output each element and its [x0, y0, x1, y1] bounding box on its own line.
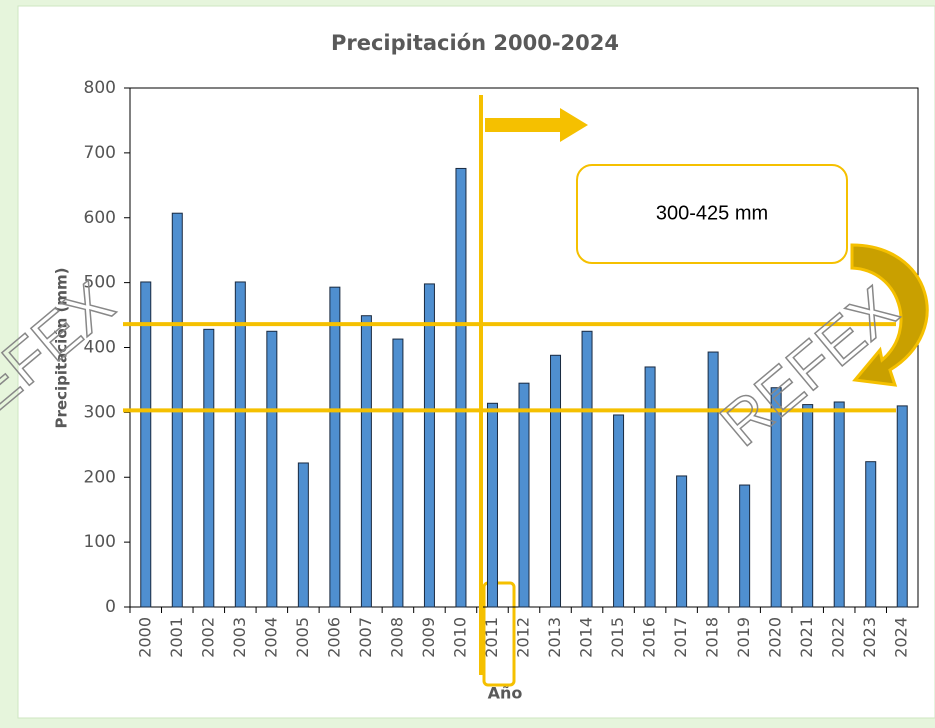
x-tick-label: 2020 [766, 617, 785, 658]
bar [707, 351, 719, 608]
x-tick-label: 2005 [293, 617, 312, 658]
x-tick-label: 2017 [671, 617, 690, 658]
arrow-right [485, 108, 588, 142]
callout-text: 300-425 mm [656, 202, 768, 224]
bar [234, 281, 246, 608]
x-tick-label: 2001 [167, 617, 186, 658]
y-tick-label: 800 [84, 78, 116, 98]
x-tick-label: 2003 [230, 617, 249, 658]
chart-panel [17, 5, 935, 719]
x-tick-label: 2009 [419, 617, 438, 658]
x-tick-label: 2002 [198, 617, 217, 658]
bar [203, 328, 215, 608]
bar [329, 286, 341, 608]
chart-title: Precipitación 2000-2024 [331, 31, 619, 55]
x-tick-label: 2007 [356, 617, 375, 658]
bar [140, 281, 152, 608]
bar [833, 401, 845, 608]
bar [676, 475, 688, 608]
y-tick-label: 200 [84, 467, 116, 487]
x-axis-label: Año [488, 684, 523, 703]
bar [423, 283, 435, 608]
x-tick-label: 2023 [860, 617, 879, 658]
y-axis-label: Precipitación (mm) [53, 268, 71, 429]
bar [550, 354, 562, 608]
bar [644, 366, 656, 608]
x-tick-label: 2008 [387, 617, 406, 658]
x-tick-label: 2024 [892, 617, 911, 658]
x-tick-label: 2000 [135, 617, 154, 658]
callout-box [576, 164, 848, 264]
bar [802, 404, 814, 608]
x-tick-label: 2004 [261, 617, 280, 658]
y-tick-label: 600 [84, 208, 116, 228]
x-tick-label: 2022 [829, 617, 848, 658]
bar [392, 338, 404, 608]
bar [865, 461, 877, 608]
y-tick-label: 300 [84, 402, 116, 422]
x-tick-label: 2010 [450, 617, 469, 658]
y-tick-label: 500 [84, 273, 116, 293]
x-tick-label: 2019 [734, 617, 753, 658]
bar [613, 414, 625, 608]
curved-arrow [850, 243, 929, 387]
x-tick-label: 2016 [640, 617, 659, 658]
bar [581, 330, 593, 608]
bar [360, 315, 372, 608]
highlight-box [482, 581, 516, 687]
x-tick-label: 2012 [514, 617, 533, 658]
x-tick-label: 2014 [577, 617, 596, 658]
x-tick-label: 2006 [324, 617, 343, 658]
bar [770, 387, 782, 608]
x-tick-label: 2013 [545, 617, 564, 658]
bar [455, 167, 467, 608]
x-tick-label: 2011 [482, 617, 501, 658]
bar [486, 402, 498, 608]
y-tick-label: 0 [105, 597, 116, 617]
bar [297, 462, 309, 608]
x-tick-label: 2015 [608, 617, 627, 658]
bar [896, 405, 908, 608]
bar [739, 484, 751, 608]
bar [266, 330, 278, 608]
y-tick-label: 700 [84, 143, 116, 163]
y-tick-label: 100 [84, 532, 116, 552]
x-tick-label: 2018 [703, 617, 722, 658]
bar [518, 382, 530, 608]
y-tick-label: 400 [84, 338, 116, 358]
x-tick-label: 2021 [797, 617, 816, 658]
